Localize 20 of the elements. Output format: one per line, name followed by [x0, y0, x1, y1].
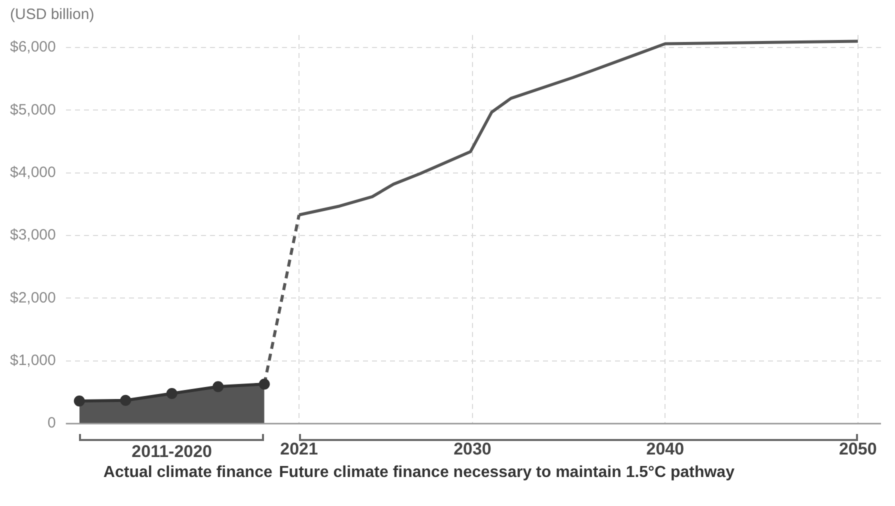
- point: [258, 378, 270, 390]
- point: [74, 396, 85, 407]
- text: Actual climate finance: [103, 464, 272, 482]
- y-axis-title: (USD billion): [10, 6, 94, 23]
- text: Future climate finance necessary to maintain 1.5°C pathway: [279, 464, 734, 482]
- y-tick-label: $2,000: [10, 289, 56, 306]
- y-tick-label: $6,000: [10, 38, 56, 56]
- y-tick-label: $3,000: [10, 226, 56, 244]
- x-tick-label: 2030: [454, 439, 492, 458]
- x-tick-label: 2050: [838, 439, 877, 458]
- y-tick-label: $1,000: [10, 352, 56, 370]
- point: [166, 388, 178, 400]
- point: [212, 381, 224, 392]
- x-tick-label: 2021: [280, 439, 318, 458]
- y-tick-label: $5,000: [10, 101, 56, 118]
- y-tick-label: $4,000: [10, 164, 56, 182]
- point: [120, 394, 132, 406]
- x-tick-label: 2040: [646, 439, 684, 458]
- text: 2011-2020: [130, 442, 214, 462]
- y-tick-label: 0: [48, 414, 56, 432]
